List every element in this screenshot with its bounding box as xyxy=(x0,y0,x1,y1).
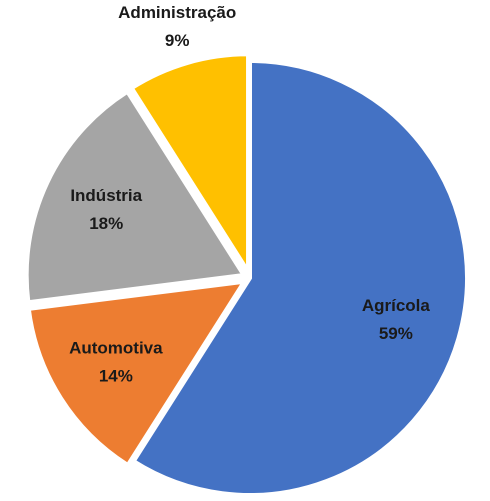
slice-label: Agrícola xyxy=(362,296,431,315)
pie-slice xyxy=(24,89,248,305)
slice-label: Automotiva xyxy=(69,339,163,358)
slice-label: Administração xyxy=(118,3,236,22)
pie-slice xyxy=(26,279,249,468)
value-label: 18% xyxy=(89,214,123,233)
value-label: 59% xyxy=(379,324,413,343)
value-label: 9% xyxy=(165,31,190,50)
slice-label: Indústria xyxy=(70,186,142,205)
pie-slice xyxy=(130,58,469,497)
pie-slice xyxy=(129,52,251,279)
value-label: 14% xyxy=(99,367,133,386)
